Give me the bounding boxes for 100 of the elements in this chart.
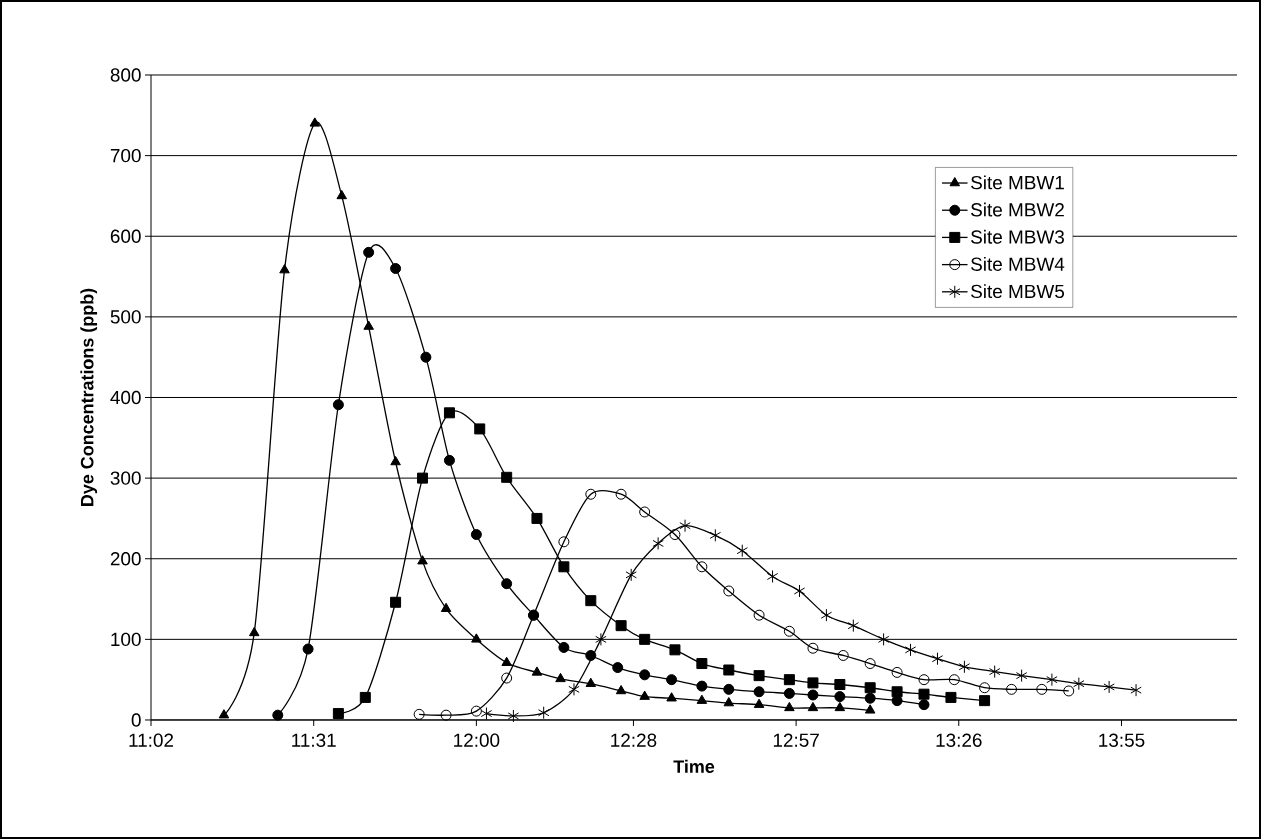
point xyxy=(864,692,876,704)
point xyxy=(615,620,627,632)
point xyxy=(652,536,664,550)
point xyxy=(558,641,570,653)
x-tick-label: 11:31 xyxy=(292,733,336,747)
point xyxy=(784,701,795,712)
point xyxy=(783,687,795,699)
point xyxy=(918,674,930,686)
point xyxy=(555,672,566,683)
point xyxy=(332,399,344,411)
point xyxy=(793,584,806,598)
point xyxy=(363,246,375,258)
point xyxy=(1063,685,1075,697)
point xyxy=(440,602,452,612)
point xyxy=(904,643,917,657)
y-tick-label: 800 xyxy=(110,68,141,82)
point xyxy=(807,677,819,689)
point xyxy=(568,682,580,696)
point xyxy=(336,189,348,200)
point xyxy=(753,670,765,682)
point xyxy=(359,691,371,703)
x-tick-label: 13:55 xyxy=(1099,733,1145,747)
point xyxy=(979,682,991,694)
point xyxy=(639,506,651,518)
point xyxy=(1015,669,1028,683)
point xyxy=(501,471,513,483)
point xyxy=(639,633,651,645)
legend-label: Site MBW5 xyxy=(971,284,1065,299)
point xyxy=(864,682,876,694)
y-tick-label: 500 xyxy=(110,310,141,324)
point xyxy=(639,669,651,681)
point xyxy=(918,688,930,700)
point xyxy=(585,677,597,687)
point xyxy=(918,699,930,711)
y-tick-label: 300 xyxy=(110,471,141,485)
point xyxy=(864,658,876,670)
point xyxy=(891,666,903,678)
point xyxy=(666,674,678,686)
x-tick-label: 12:57 xyxy=(773,733,819,747)
point xyxy=(501,656,512,666)
point xyxy=(558,536,570,548)
point xyxy=(736,544,748,558)
point xyxy=(585,595,597,607)
point xyxy=(891,686,903,698)
point xyxy=(891,695,903,707)
y-tick-label: 400 xyxy=(110,390,141,405)
x-tick-label: 11:02 xyxy=(129,733,174,747)
point xyxy=(1006,683,1018,695)
x-tick-label: 12:00 xyxy=(454,733,500,747)
point xyxy=(443,407,455,419)
point xyxy=(1036,683,1048,695)
point xyxy=(390,262,402,274)
point xyxy=(1103,680,1115,694)
point xyxy=(585,649,597,661)
point xyxy=(696,658,708,670)
y-axis-title: Dye Concentrations (ppb) xyxy=(80,288,98,506)
legend-label: Site MBW1 xyxy=(971,175,1064,190)
point xyxy=(612,662,624,674)
point xyxy=(753,686,765,698)
point xyxy=(783,674,795,686)
point xyxy=(471,633,482,643)
point xyxy=(363,320,374,330)
legend-label: Site MBW3 xyxy=(971,229,1064,244)
point xyxy=(753,609,765,621)
point xyxy=(666,692,677,702)
point xyxy=(531,512,543,524)
point xyxy=(279,264,290,274)
point xyxy=(558,561,570,573)
point xyxy=(723,664,735,676)
point xyxy=(417,472,429,484)
point xyxy=(390,596,402,608)
point xyxy=(417,555,428,565)
point xyxy=(696,561,708,573)
point xyxy=(696,694,708,704)
point xyxy=(709,528,722,542)
point xyxy=(501,578,513,590)
point xyxy=(783,625,795,637)
point xyxy=(272,709,284,721)
x-tick-label: 12:28 xyxy=(611,733,657,747)
point xyxy=(723,683,735,695)
point xyxy=(420,351,432,363)
point xyxy=(834,701,846,712)
point xyxy=(639,690,650,700)
point xyxy=(470,529,482,541)
point xyxy=(696,680,708,692)
point xyxy=(679,519,691,533)
point xyxy=(440,709,452,721)
legend-label: Site MBW4 xyxy=(971,257,1065,271)
point xyxy=(615,684,627,695)
point xyxy=(537,706,550,720)
point xyxy=(834,679,846,691)
point xyxy=(248,626,260,637)
y-tick-label: 0 xyxy=(131,713,141,727)
point xyxy=(807,701,819,712)
y-tick-label: 200 xyxy=(110,552,141,566)
point xyxy=(501,672,513,684)
point xyxy=(507,709,520,723)
point xyxy=(413,708,425,720)
point xyxy=(443,454,455,466)
point xyxy=(723,697,735,707)
